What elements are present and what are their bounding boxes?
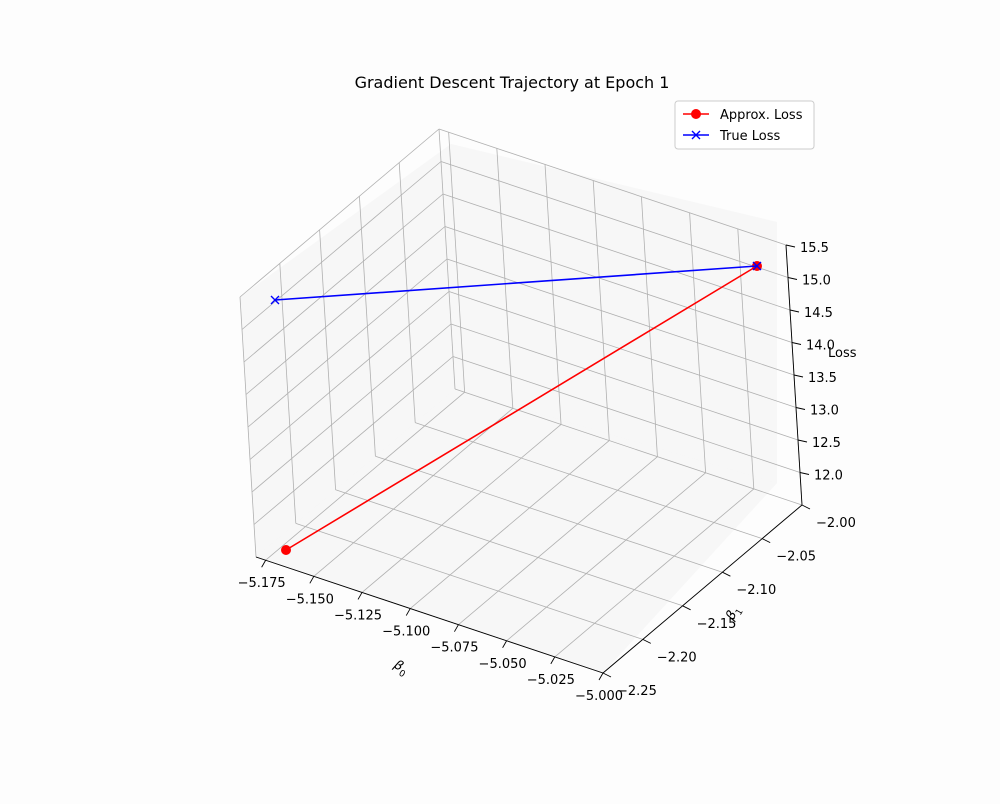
x-tick-label-7: −5.000 <box>575 689 623 704</box>
y-tick-label-1: −2.20 <box>657 650 697 665</box>
series-1 <box>270 261 762 305</box>
z-tick-mark-1 <box>797 439 808 443</box>
z-tick-label-4: 14.0 <box>806 339 835 354</box>
z-tick-mark-4 <box>791 342 802 345</box>
x-tick-mark-4 <box>454 624 459 632</box>
grid-y-floor-5 <box>454 388 803 506</box>
y-tick-mark-0 <box>602 672 612 678</box>
grid-z-back-2 <box>448 291 797 408</box>
z-tick-mark-5 <box>789 309 800 313</box>
axis-lines <box>255 244 811 681</box>
x-tick-label-3: −5.100 <box>382 625 430 640</box>
grid-y-floor-2 <box>335 489 683 607</box>
grid-y-floor-3 <box>375 455 723 573</box>
grid-x-floor-0 <box>265 391 465 561</box>
y-tick-mark-3 <box>722 571 731 577</box>
x-tick-mark-6 <box>550 656 556 665</box>
z-tick-label-3: 13.5 <box>808 371 837 386</box>
grid-z-back-7 <box>438 128 787 246</box>
legend-marker-0 <box>691 109 701 119</box>
x-tick-label-0: −5.175 <box>238 576 286 591</box>
y-tick-mark-2 <box>682 605 691 611</box>
z-tick-label-2: 13.0 <box>810 404 839 419</box>
grid-z-left-6 <box>241 161 442 330</box>
x-tick-mark-2 <box>357 592 363 600</box>
grid-z-back-3 <box>446 258 795 376</box>
z-axis-label: Loss <box>828 346 857 361</box>
x-tick-mark-0 <box>261 559 267 568</box>
y-tick-label-4: −2.05 <box>776 550 816 565</box>
grid-x-floor-4 <box>458 456 658 625</box>
series-line-0 <box>285 265 758 551</box>
y-tick-label-5: −2.00 <box>816 516 856 531</box>
z-tick-label-1: 12.5 <box>812 436 841 451</box>
z-tick-mark-0 <box>799 472 810 475</box>
grid-z-left-1 <box>251 323 452 493</box>
y-tick-label-2: −2.15 <box>697 617 737 632</box>
legend-label-0: Approx. Loss <box>720 108 803 123</box>
z-tick-mark-3 <box>793 374 804 378</box>
series-0-point-0 <box>281 545 291 555</box>
z-tick-mark-2 <box>795 407 806 410</box>
grid-z-left-5 <box>243 193 444 363</box>
grid-x-floor-1 <box>313 408 514 577</box>
x-tick-label-2: −5.125 <box>334 608 382 623</box>
y-tick-label-3: −2.10 <box>736 583 776 598</box>
grid-y-floor-1 <box>295 523 643 640</box>
series-1-point-1 <box>752 261 762 271</box>
legend-marker-1 <box>691 130 701 140</box>
series-layer <box>270 261 762 555</box>
grid-z-left-3 <box>247 258 448 428</box>
z-tick-label-6: 15.0 <box>802 274 831 289</box>
y-tick-mark-5 <box>801 504 811 510</box>
grid-z-left-2 <box>249 291 450 460</box>
x-tick-mark-7 <box>598 672 604 681</box>
y-axis-label-sub: 1 <box>734 607 746 617</box>
grid-x-floor-3 <box>409 440 610 609</box>
x-tick-mark-1 <box>309 576 315 584</box>
chart-title: Gradient Descent Trajectory at Epoch 1 <box>355 73 670 92</box>
z-tick-label-0: 12.0 <box>814 469 843 484</box>
z-tick-mark-7 <box>785 244 796 248</box>
grid-z-left-0 <box>253 356 454 525</box>
x-tick-mark-3 <box>405 608 411 616</box>
grid-z-back-6 <box>440 161 789 278</box>
grid-z-back-0 <box>452 356 801 473</box>
z-tick-label-5: 14.5 <box>804 306 833 321</box>
legend: Approx. Loss True Loss <box>674 100 815 150</box>
left-wall-pane <box>240 144 455 557</box>
z-tick-label-7: 15.5 <box>800 241 829 256</box>
grid-z-back-4 <box>444 226 793 343</box>
grid-z-left-7 <box>239 128 440 298</box>
grid-x-floor-5 <box>506 472 706 642</box>
legend-label-1: True Loss <box>719 129 780 144</box>
x-tick-label-6: −5.025 <box>527 673 575 688</box>
grid-x-floor-6 <box>554 488 755 658</box>
x-tick-label-4: −5.075 <box>430 641 478 656</box>
z-tick-mark-6 <box>787 277 798 280</box>
grid-z-back-5 <box>442 193 791 311</box>
y-axis-line <box>602 504 803 674</box>
grid-z-back-1 <box>450 323 799 441</box>
grid-x-floor-2 <box>361 424 562 593</box>
series-line-1 <box>274 265 758 301</box>
tick-labels: −5.175−5.150−5.125−5.100−5.075−5.050−5.0… <box>238 241 856 704</box>
y-tick-mark-4 <box>761 538 771 544</box>
x-tick-mark-5 <box>502 640 508 649</box>
y-tick-mark-1 <box>642 638 652 644</box>
grid-z-left-4 <box>245 226 446 395</box>
grid-y-floor-4 <box>415 422 763 539</box>
series-1-point-0 <box>270 295 280 305</box>
legend-box <box>674 100 815 150</box>
x-tick-label-5: −5.050 <box>479 657 527 672</box>
x-axis-label-sub: 0 <box>397 669 407 681</box>
back-wall-pane <box>451 144 777 483</box>
x-tick-label-1: −5.150 <box>286 592 334 607</box>
y-tick-label-0: −2.25 <box>617 684 657 699</box>
